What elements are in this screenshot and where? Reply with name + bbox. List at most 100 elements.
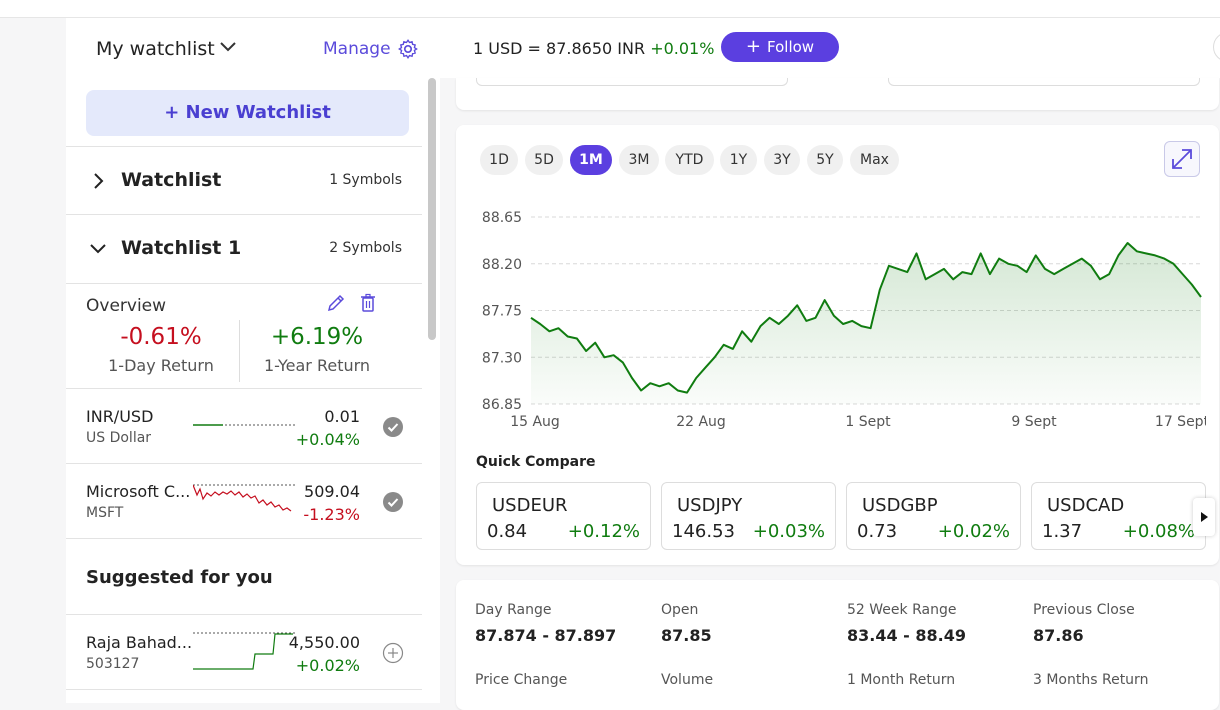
manage-link[interactable]: Manage [323,39,391,59]
divider [66,689,422,690]
edit-icon[interactable] [326,293,346,313]
watchlist-title[interactable]: My watchlist [96,38,215,60]
compare-card-usdgbp[interactable]: USDGBP 0.73 +0.02% [846,482,1021,550]
top-strip [0,0,1220,18]
previous-box [476,78,788,86]
chart-card: 1D 5D 1M 3M YTD 1Y 3Y 5Y Max 88.65 88.20 8… [456,125,1219,565]
day-return-value: -0.61% [120,324,202,350]
symbol-price: 4,550.00 [288,633,360,652]
compare-card-usdeur[interactable]: USDEUR 0.84 +0.12% [476,482,651,550]
delete-icon[interactable] [358,293,378,313]
year-return: +6.19% 1-Year Return [242,324,392,375]
year-return-value: +6.19% [270,324,364,350]
symbol-sub: US Dollar [86,430,152,446]
compare-card-usdcad[interactable]: USDCAD 1.37 +0.08% [1031,482,1206,550]
chevron-down-icon [90,244,106,254]
stat-label: Volume [661,672,714,688]
compare-price: 146.53 [672,521,735,542]
tab-max[interactable]: Max [850,145,899,175]
y-tick-label: 87.30 [482,350,522,366]
follow-button[interactable]: + Follow [721,32,839,62]
divider [239,320,240,382]
divider [66,538,422,539]
compare-name: USDEUR [492,495,568,516]
stat-3-months-return: 3 Months Return [1033,672,1148,696]
stat-day-range: Day Range 87.874 - 87.897 [475,602,616,645]
follow-label: Follow [767,38,815,56]
suggested-row[interactable]: Raja Bahad... 503127 4,550.00 +0.02% [66,615,422,690]
compare-price: 0.73 [857,521,898,542]
watchlist-header: My watchlist Manage [66,18,440,80]
stat-label: Previous Close [1033,602,1135,618]
previous-card-bottom [456,78,1219,110]
symbol-sub: MSFT [86,505,124,521]
compare-change: +0.12% [567,521,640,542]
divider [66,614,422,615]
gear-icon[interactable] [397,38,419,60]
next-button[interactable] [1193,498,1215,536]
expand-button[interactable] [1164,141,1200,177]
series-line [530,242,1202,394]
compare-price: 1.37 [1042,521,1083,542]
tab-3m[interactable]: 3M [619,145,659,175]
watchlist-group-watchlist-1[interactable]: Watchlist 1 2 Symbols [66,215,422,283]
divider [66,214,422,215]
stat-label: 3 Months Return [1033,672,1149,688]
y-tick-label: 87.75 [482,304,522,320]
symbol-name: Microsoft C... [86,482,191,501]
tab-1d[interactable]: 1D [480,145,518,175]
more-button[interactable] [1213,32,1220,62]
check-icon[interactable] [382,491,404,513]
sparkline [193,632,295,670]
stat-label: 1 Month Return [847,672,956,688]
stat-label: Open [661,602,699,618]
add-icon[interactable] [382,642,404,664]
group-symbol-count: 1 Symbols [329,172,402,188]
symbol-row-inr-usd[interactable]: INR/USD US Dollar 0.01 +0.04% [66,389,422,464]
new-watchlist-button[interactable]: + New Watchlist [86,90,409,136]
tab-ytd[interactable]: YTD [665,145,714,175]
check-icon[interactable] [382,416,404,438]
stat-price-change: Price Change [475,672,567,696]
stat-label: Price Change [475,672,568,688]
stat-value: 83.44 - 88.49 [847,626,966,645]
divider [66,283,422,284]
y-tick-label: 88.20 [482,257,522,273]
x-tick-label: 1 Sept [845,414,891,430]
stat-label: 52 Week Range [847,602,957,618]
quick-compare-title: Quick Compare [476,454,596,470]
stats-card: Day Range 87.874 - 87.897 Open 87.85 52 We… [456,580,1219,710]
rate-change: +0.01% [650,39,715,58]
y-tick-label: 86.85 [482,397,522,413]
watchlist-group-watchlist[interactable]: Watchlist 1 Symbols [66,147,422,215]
series-area [531,243,1201,404]
divider [66,463,422,464]
symbol-row-msft[interactable]: Microsoft C... MSFT 509.04 -1.23% [66,464,422,539]
group-name: Watchlist [121,169,222,191]
scrollbar[interactable] [428,78,436,340]
tab-5d[interactable]: 5D [525,145,563,175]
stat-volume: Volume [661,672,713,696]
day-return: -0.61% 1-Day Return [86,324,236,375]
chevron-down-icon[interactable] [218,37,238,57]
suggested-title: Suggested for you [86,567,273,588]
y-tick-label: 88.65 [482,210,522,226]
overview-label: Overview [86,296,167,316]
stat-value: 87.86 [1033,626,1084,645]
plus-icon: + [745,36,762,57]
tab-1y[interactable]: 1Y [720,145,757,175]
symbol-change: -1.23% [303,505,360,524]
day-return-label: 1-Day Return [108,356,214,375]
tab-5y[interactable]: 5Y [807,145,843,175]
compare-card-usdjpy[interactable]: USDJPY 146.53 +0.03% [661,482,836,550]
compare-change: +0.03% [752,521,825,542]
divider [66,388,422,389]
stat-1-month-return: 1 Month Return [847,672,955,696]
tab-1m[interactable]: 1M [570,145,612,175]
group-name: Watchlist 1 [121,237,242,259]
compare-name: USDCAD [1047,495,1125,516]
stat-value: 87.85 [661,626,712,645]
tab-3y[interactable]: 3Y [764,145,800,175]
stat-label: Day Range [475,602,552,618]
